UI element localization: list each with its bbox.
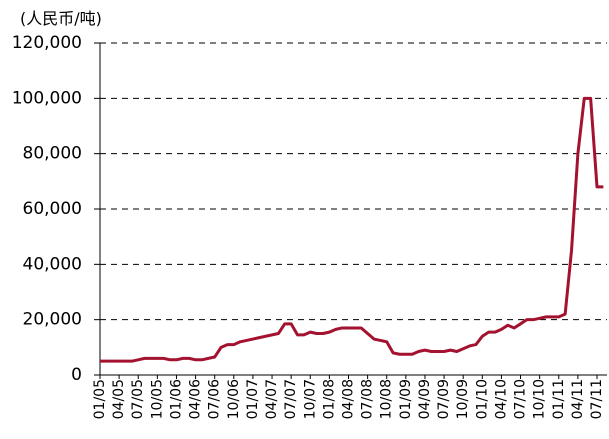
y-tick-label: 20,000 bbox=[23, 310, 82, 330]
x-tick-label: 07/10 bbox=[513, 379, 529, 419]
x-tick-label: 04/05 bbox=[111, 379, 127, 419]
x-tick-label: 01/10 bbox=[474, 379, 490, 419]
y-tick-label: 100,000 bbox=[12, 88, 82, 108]
x-tick-label: 10/05 bbox=[149, 379, 165, 419]
x-tick-label: 01/08 bbox=[321, 379, 337, 419]
x-tick-label: 04/09 bbox=[417, 379, 433, 419]
x-tick-label: 04/06 bbox=[188, 379, 204, 419]
x-tick-label: 01/06 bbox=[168, 379, 184, 419]
x-tick-label: 10/09 bbox=[455, 379, 471, 419]
y-tick-label: 80,000 bbox=[23, 144, 82, 164]
x-tick-label: 04/08 bbox=[341, 379, 357, 419]
x-tick-label: 07/11 bbox=[589, 379, 605, 419]
x-tick-label: 07/08 bbox=[360, 379, 376, 419]
x-tick-label: 10/06 bbox=[226, 379, 242, 419]
x-tick-label: 04/11 bbox=[570, 379, 586, 419]
y-tick-label: 0 bbox=[71, 365, 82, 385]
x-tick-label: 10/08 bbox=[379, 379, 395, 419]
x-tick-label: 01/05 bbox=[92, 379, 108, 419]
x-tick-label: 07/07 bbox=[283, 379, 299, 419]
x-tick-label: 01/09 bbox=[398, 379, 414, 419]
x-tick-label: 07/06 bbox=[207, 379, 223, 419]
x-tick-label: 04/10 bbox=[493, 379, 509, 419]
x-tick-label: 07/09 bbox=[436, 379, 452, 419]
y-tick-label: 60,000 bbox=[23, 199, 82, 219]
y-tick-label: 120,000 bbox=[12, 33, 82, 53]
x-tick-label: 10/07 bbox=[302, 379, 318, 419]
x-tick-label: 01/07 bbox=[245, 379, 261, 419]
data-line bbox=[100, 96, 604, 363]
y-tick-label: 40,000 bbox=[23, 254, 82, 274]
y-axis-label: (人民币/吨) bbox=[20, 9, 102, 28]
x-tick-label: 07/05 bbox=[130, 379, 146, 419]
x-tick-label: 01/11 bbox=[551, 379, 567, 419]
x-tick-label: 04/07 bbox=[264, 379, 280, 419]
x-tick-label: 10/10 bbox=[532, 379, 548, 419]
